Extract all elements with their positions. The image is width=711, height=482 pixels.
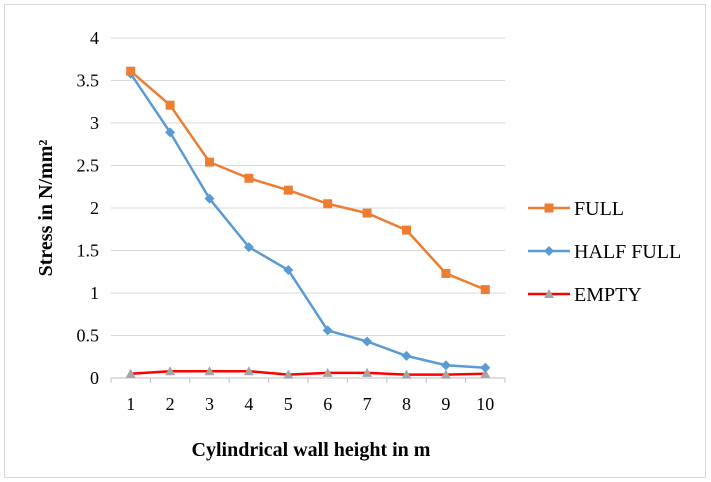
data-point-empty	[165, 366, 176, 376]
series-group	[125, 66, 491, 379]
y-tick-label: 0.5	[77, 326, 100, 346]
legend-label: EMPTY	[574, 284, 642, 306]
data-point-empty	[283, 369, 294, 379]
chart-frame	[4, 4, 706, 478]
data-point-empty	[322, 367, 333, 377]
x-tick-label: 5	[284, 394, 293, 414]
data-point-half-full	[440, 360, 451, 371]
data-point-full	[362, 208, 372, 218]
x-axis-title: Cylindrical wall height in m	[192, 439, 431, 461]
series-half-full	[125, 68, 491, 373]
data-point-empty	[480, 368, 491, 378]
data-point-half-full	[322, 325, 333, 336]
y-tick-label: 1	[90, 283, 99, 303]
series-full	[126, 66, 490, 295]
series-empty	[125, 366, 491, 379]
x-tick-label: 9	[441, 394, 450, 414]
y-tick-label: 3.5	[77, 71, 100, 91]
legend-marker	[544, 289, 554, 298]
data-point-half-full	[243, 242, 254, 253]
data-point-empty	[125, 368, 136, 378]
data-point-empty	[362, 367, 373, 377]
tick-labels: 0 0.5 1 1.5 2 2.5 3 3.5 4 1 2 3 4 5 6 7 8 9 10	[77, 28, 495, 414]
data-point-full	[205, 157, 214, 167]
x-tick-label: 7	[363, 394, 372, 414]
data-point-full	[323, 199, 333, 209]
data-point-full	[283, 185, 293, 195]
series-line-full	[129, 70, 486, 291]
data-point-full	[480, 285, 490, 295]
axes	[110, 377, 506, 383]
legend-item-empty: EMPTY	[528, 284, 642, 306]
x-tick-label: 6	[323, 394, 332, 414]
legend-item-full: FULL	[528, 198, 624, 220]
data-point-half-full	[165, 127, 176, 138]
data-point-half-full	[283, 265, 294, 276]
x-tick-label: 1	[126, 394, 135, 414]
y-tick-label: 3	[90, 113, 99, 133]
y-tick-label: 0	[90, 368, 99, 388]
data-point-half-full	[480, 362, 491, 373]
data-point-full	[126, 66, 136, 76]
y-tick-label: 2	[90, 198, 99, 218]
legend: FULL HALF FULL EMPTY	[528, 198, 681, 306]
gridlines	[111, 37, 505, 336]
legend-marker	[544, 203, 554, 213]
legend-label: FULL	[574, 198, 624, 220]
series-line-empty	[130, 369, 486, 376]
x-tick-label: 10	[476, 394, 494, 414]
data-point-full	[244, 173, 254, 183]
x-tick-label: 8	[402, 394, 411, 414]
series-line-half-full	[129, 73, 486, 370]
data-point-half-full	[362, 336, 373, 347]
y-tick-label: 2.5	[77, 156, 100, 176]
data-point-empty	[440, 369, 451, 379]
data-point-full	[402, 225, 411, 235]
x-tick-label: 4	[244, 394, 253, 414]
x-tick-label: 3	[205, 394, 214, 414]
data-point-half-full	[204, 193, 215, 204]
data-point-half-full	[401, 350, 412, 361]
legend-label: HALF FULL	[574, 241, 681, 263]
y-axis-title: Stress in N/mm²	[35, 140, 57, 277]
x-tick-label: 2	[166, 394, 175, 414]
y-tick-label: 1.5	[77, 241, 100, 261]
data-point-full	[165, 100, 175, 110]
data-point-empty	[243, 366, 254, 376]
legend-marker	[544, 246, 554, 256]
data-point-full	[441, 268, 451, 278]
legend-item-half-full: HALF FULL	[528, 241, 681, 263]
y-tick-label: 4	[90, 28, 99, 48]
data-point-empty	[401, 369, 412, 379]
data-point-empty	[204, 366, 215, 376]
